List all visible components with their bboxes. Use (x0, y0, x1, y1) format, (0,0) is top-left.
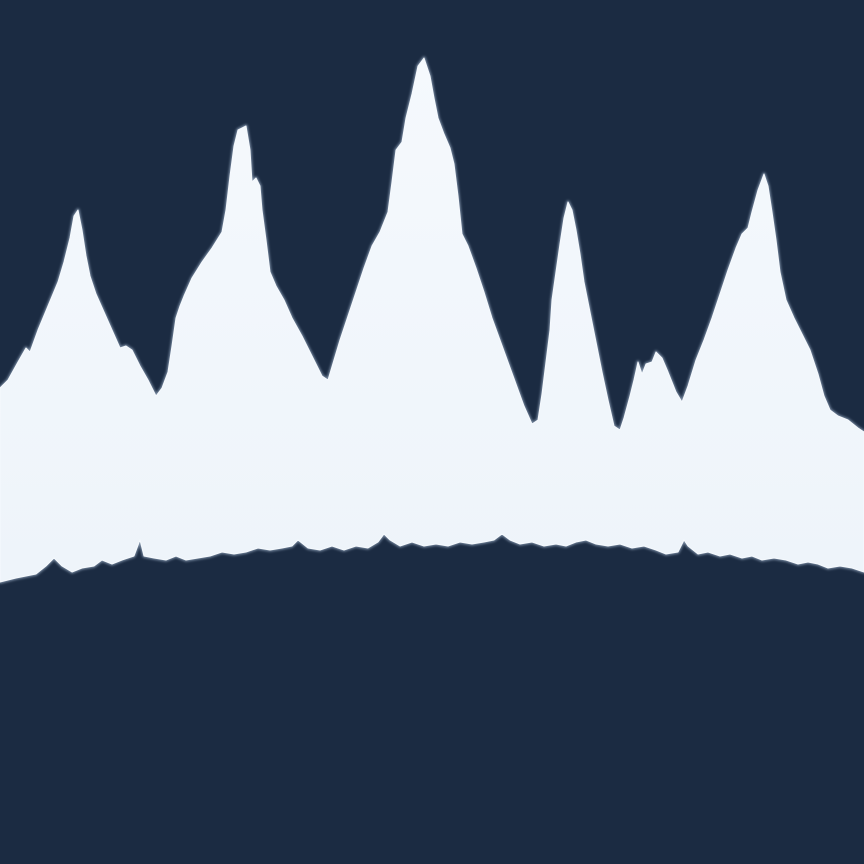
mountain-silhouette (0, 57, 864, 583)
